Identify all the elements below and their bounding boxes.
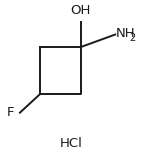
Text: NH: NH [116, 27, 136, 40]
Text: F: F [7, 106, 14, 119]
Text: OH: OH [71, 4, 91, 17]
Text: 2: 2 [129, 33, 136, 43]
Text: HCl: HCl [60, 137, 83, 151]
